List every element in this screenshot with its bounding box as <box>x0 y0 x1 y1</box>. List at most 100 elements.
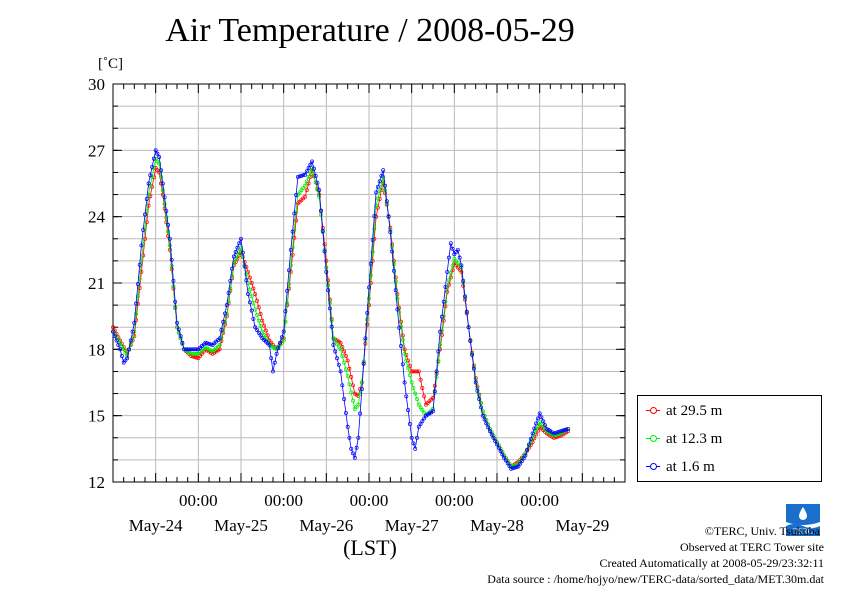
data-point <box>516 464 521 469</box>
data-point <box>338 347 343 352</box>
data-point <box>415 397 419 402</box>
data-point <box>169 257 174 262</box>
data-point <box>290 252 295 257</box>
data-point <box>336 362 341 367</box>
data-point <box>231 261 236 266</box>
data-point <box>176 327 181 332</box>
data-point <box>338 340 343 345</box>
data-point <box>509 466 514 471</box>
data-point <box>347 382 352 387</box>
data-point <box>182 347 187 352</box>
data-point <box>255 298 259 303</box>
data-point <box>127 347 131 352</box>
data-point <box>288 247 293 252</box>
data-point <box>247 287 252 292</box>
data-point <box>303 183 307 188</box>
data-point <box>345 424 350 429</box>
footer-copyright: ©TERC, Univ. Tsukuba <box>704 524 820 538</box>
data-point <box>479 405 483 410</box>
series-line <box>112 158 569 467</box>
data-point <box>111 329 115 334</box>
data-point <box>404 358 409 363</box>
data-point <box>194 347 199 352</box>
data-point <box>164 209 169 214</box>
data-point <box>459 263 464 268</box>
data-point <box>191 347 195 352</box>
data-point <box>496 445 501 450</box>
x-tick-label: 00:00 <box>179 491 218 510</box>
x-tick-label: 00:00 <box>435 491 474 510</box>
data-point <box>114 338 119 343</box>
data-point <box>150 164 155 169</box>
data-point <box>502 455 507 460</box>
y-tick-label: 30 <box>88 75 105 94</box>
data-point <box>505 461 510 466</box>
data-point <box>475 388 480 393</box>
data-point <box>535 424 540 429</box>
y-tick-label: 12 <box>88 473 105 492</box>
logo-text: TERC <box>793 527 813 536</box>
data-point <box>143 212 147 217</box>
data-point <box>310 159 315 164</box>
data-point <box>247 275 252 280</box>
data-point <box>338 369 343 374</box>
data-point <box>306 166 311 170</box>
data-point <box>240 250 245 255</box>
data-point <box>393 279 398 284</box>
data-point <box>388 230 393 235</box>
data-point <box>379 173 384 178</box>
data-point <box>434 369 439 374</box>
data-point <box>228 286 233 291</box>
data-point <box>224 303 229 308</box>
data-point <box>448 241 453 246</box>
data-point <box>409 380 414 385</box>
data-point <box>370 250 375 254</box>
data-point <box>420 386 425 390</box>
data-point <box>265 333 270 338</box>
data-point <box>128 338 133 343</box>
data-point <box>541 419 546 424</box>
data-point <box>379 182 384 187</box>
data-point <box>329 324 334 329</box>
data-point <box>535 416 540 421</box>
data-point <box>384 199 389 204</box>
data-point <box>175 320 179 325</box>
data-point <box>345 373 350 378</box>
data-point <box>119 354 124 358</box>
data-point <box>258 312 263 316</box>
data-point <box>251 286 256 291</box>
x-tick-label: 00:00 <box>520 491 559 510</box>
data-point <box>375 196 380 201</box>
data-point <box>135 294 140 299</box>
data-point <box>534 421 539 426</box>
legend-marker-blue <box>646 461 660 473</box>
legend-item-29-5m: at 29.5 m <box>646 401 722 421</box>
data-point <box>292 235 297 240</box>
data-point <box>413 391 418 396</box>
data-point <box>297 174 302 179</box>
data-point <box>368 273 373 278</box>
data-point <box>551 431 556 436</box>
data-point <box>466 325 471 330</box>
data-point <box>329 318 334 323</box>
legend-marker-green <box>646 433 660 445</box>
series-at-12-3-m <box>111 157 571 469</box>
data-point <box>463 294 467 299</box>
data-point <box>292 211 297 216</box>
data-point <box>139 243 144 248</box>
data-point <box>363 336 368 341</box>
data-point <box>153 148 158 153</box>
data-point <box>411 386 416 390</box>
series-at-29-5-m <box>111 166 571 469</box>
data-point <box>422 410 427 415</box>
data-point <box>342 397 347 402</box>
data-point <box>335 341 339 346</box>
data-point <box>194 355 199 360</box>
data-point <box>518 461 523 466</box>
data-point <box>340 383 345 388</box>
data-point <box>512 465 517 470</box>
data-point <box>219 328 224 332</box>
data-point <box>507 464 512 468</box>
data-point <box>313 173 318 178</box>
data-point <box>345 358 350 363</box>
